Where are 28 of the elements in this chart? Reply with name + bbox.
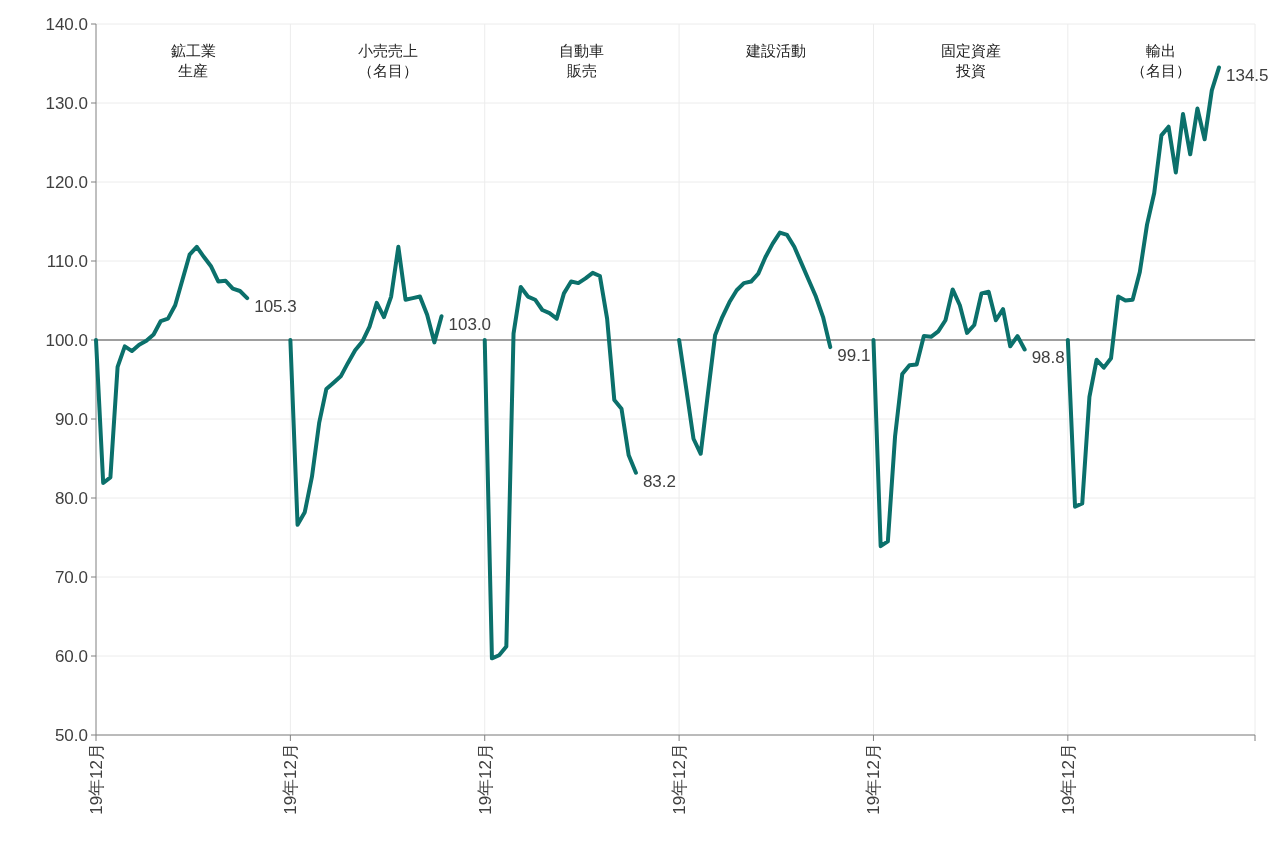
y-tick-label: 70.0	[54, 568, 88, 587]
y-tick-label: 100.0	[45, 331, 88, 350]
x-tick-label: 19年12月	[670, 743, 690, 815]
x-tick-label: 19年12月	[475, 743, 495, 815]
x-tick-label: 19年12月	[1058, 743, 1078, 815]
y-tick-label: 90.0	[54, 410, 88, 429]
data-label: 103.0	[448, 315, 492, 335]
data-label: 99.1	[837, 346, 871, 366]
annotation: 建設活動	[745, 42, 807, 59]
data-label: 83.2	[642, 471, 676, 491]
annotation: 小売売上（名目）	[357, 42, 418, 79]
y-tick-label: 80.0	[54, 489, 88, 508]
y-tick-label: 60.0	[54, 647, 88, 666]
data-label: 134.5	[1226, 66, 1269, 86]
y-tick-label: 130.0	[45, 94, 88, 113]
x-tick-label: 19年12月	[864, 743, 884, 815]
annotation: 固定資産投資	[940, 42, 1001, 79]
x-tick-label: 19年12月	[87, 743, 106, 815]
y-tick-label: 140.0	[45, 15, 88, 34]
y-tick-label: 50.0	[54, 726, 88, 745]
y-tick-label: 120.0	[45, 173, 88, 192]
data-label: 98.8	[1031, 348, 1065, 368]
y-tick-label: 110.0	[46, 252, 88, 271]
x-tick-label: 19年12月	[281, 743, 301, 815]
annotation: 鉱工業生産	[170, 42, 216, 79]
data-label: 105.3	[254, 297, 297, 317]
annotation: 自動車販売	[559, 42, 605, 79]
annotation: 輸出（名目）	[1131, 42, 1192, 79]
